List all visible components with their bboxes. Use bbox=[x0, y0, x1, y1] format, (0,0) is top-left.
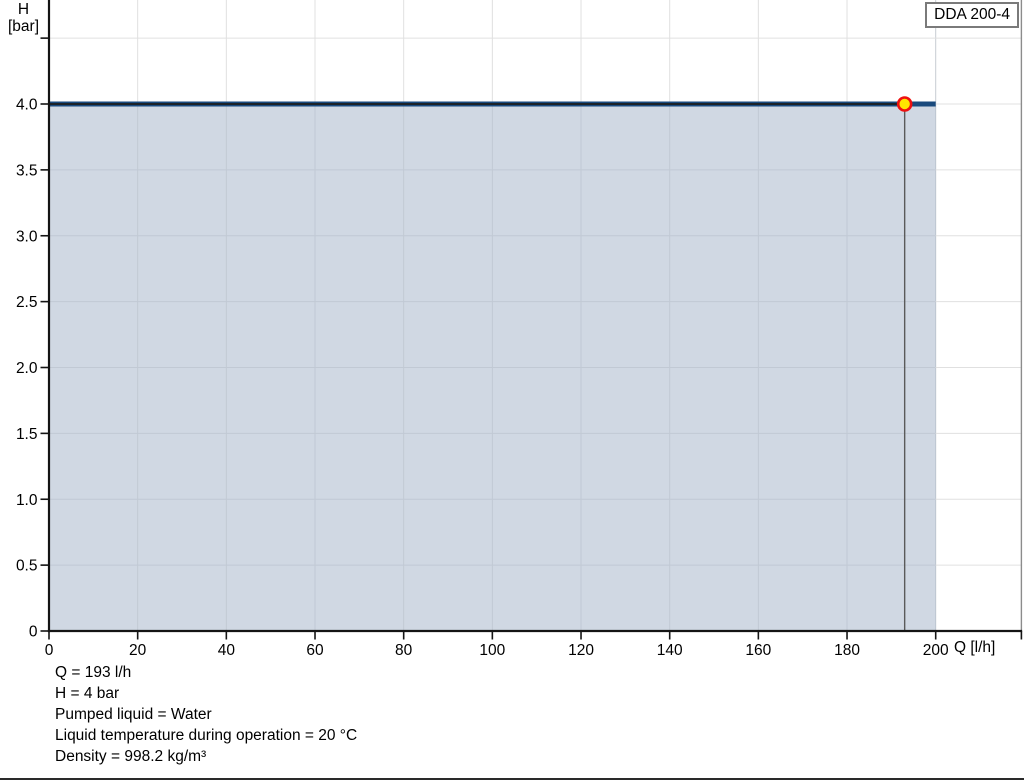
x-tick-label: 20 bbox=[129, 642, 147, 659]
info-line-temperature: Liquid temperature during operation = 20… bbox=[55, 727, 358, 744]
y-tick-label: 0.5 bbox=[16, 558, 38, 575]
x-tick-label: 60 bbox=[306, 642, 324, 659]
legend-box: DDA 200-4 bbox=[925, 2, 1019, 28]
x-axis-title: Q [l/h] bbox=[954, 639, 996, 656]
x-tick-label: 160 bbox=[745, 642, 771, 659]
x-tick-label: 180 bbox=[834, 642, 860, 659]
y-tick-label: 3.5 bbox=[16, 162, 38, 179]
info-block: Q = 193 l/h H = 4 bar Pumped liquid = Wa… bbox=[55, 662, 357, 767]
x-tick-label: 0 bbox=[45, 642, 54, 659]
info-line-head: H = 4 bar bbox=[55, 685, 120, 702]
bottom-divider bbox=[0, 778, 1024, 780]
y-tick-label: 1.5 bbox=[16, 426, 38, 443]
x-tick-label: 140 bbox=[657, 642, 683, 659]
info-line-liquid: Pumped liquid = Water bbox=[55, 706, 212, 723]
y-axis-title: H [bar] bbox=[0, 1, 47, 35]
operating-point-marker bbox=[896, 96, 913, 112]
y-tick-label: 0 bbox=[29, 624, 38, 641]
y-tick-label: 3.0 bbox=[16, 228, 38, 245]
legend-label: DDA 200-4 bbox=[934, 6, 1010, 23]
y-tick-label: 2.5 bbox=[16, 294, 38, 311]
x-tick-label: 200 bbox=[923, 642, 949, 659]
x-tick-label: 100 bbox=[479, 642, 505, 659]
x-tick-label: 120 bbox=[568, 642, 594, 659]
y-axis-title-line1: H bbox=[17, 1, 30, 18]
area-fill bbox=[49, 104, 936, 631]
y-axis-title-line2: [bar] bbox=[7, 18, 39, 35]
y-tick-label: 2.0 bbox=[16, 360, 38, 377]
y-tick-label: 4.0 bbox=[16, 97, 38, 114]
y-tick-label: 1.0 bbox=[16, 492, 38, 509]
chart-canvas: 0 0.5 1.0 1.5 2.0 2.5 3.0 3.5 4.0 0 20 40 60 80 100 120… bbox=[16, 0, 1023, 659]
info-line-density: Density = 998.2 kg/m³ bbox=[55, 748, 207, 765]
x-tick-label: 40 bbox=[218, 642, 236, 659]
info-line-flow: Q = 193 l/h bbox=[55, 664, 132, 681]
x-tick-label: 80 bbox=[395, 642, 413, 659]
